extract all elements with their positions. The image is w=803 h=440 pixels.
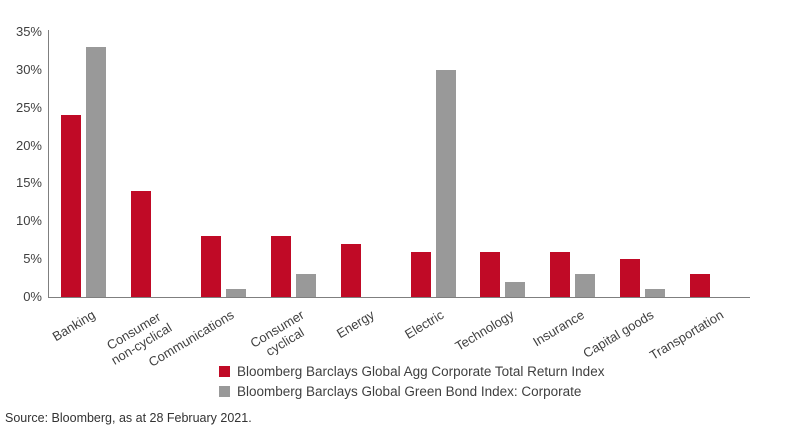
bar-agg-corporate-consumer-non-cyclical (130, 191, 151, 297)
y-axis-tick-label-25pct: 25% (15, 99, 42, 115)
gray-square-legend-marker (219, 385, 230, 397)
bar-agg-corporate-banking (61, 115, 81, 297)
bar-agg-corporate-consumer-cyclical (270, 236, 291, 297)
x-axis-label-energy: Energy (333, 307, 377, 342)
y-axis-tick-label-20pct: 20% (15, 137, 42, 153)
bar-agg-corporate-transportation (690, 274, 711, 297)
bar-agg-corporate-communications (200, 236, 221, 297)
x-axis-label-capital-goods: Capital goods (580, 307, 657, 361)
bar-agg-corporate-electric (410, 251, 431, 297)
bar-green-bond-electric (435, 69, 456, 297)
x-axis-label-banking: Banking (49, 307, 98, 345)
x-axis-label-consumer-cyclical: Consumer cyclical (247, 307, 307, 359)
bar-green-bond-insurance (575, 274, 596, 297)
x-axis-label-electric: Electric (402, 307, 447, 342)
source-note: Source: Bloomberg, as at 28 February 202… (5, 411, 252, 425)
bar-green-bond-technology (505, 281, 526, 297)
x-axis-label-insurance: Insurance (529, 307, 587, 350)
x-axis-line (48, 297, 750, 298)
y-axis-tick-label-35pct: 35% (15, 24, 42, 39)
x-axis-label-technology: Technology (452, 307, 517, 354)
legend-label-green-bond: Bloomberg Barclays Global Green Bond Ind… (237, 383, 582, 399)
x-axis-label-transportation: Transportation (647, 307, 727, 363)
y-axis-line (48, 30, 49, 298)
bar-green-bond-capital-goods (645, 289, 666, 297)
legend-item-green-bond: Bloomberg Barclays Global Green Bond Ind… (219, 381, 604, 401)
legend-label-agg-corporate: Bloomberg Barclays Global Agg Corporate … (237, 363, 605, 379)
y-axis-tick-label-0pct: 0% (23, 289, 42, 304)
bar-green-bond-banking (86, 47, 106, 297)
bar-agg-corporate-technology (480, 251, 501, 297)
bar-green-bond-consumer-cyclical (295, 274, 316, 297)
bar-green-bond-communications (225, 289, 246, 297)
y-axis-tick-label-15pct: 15% (15, 175, 42, 191)
y-axis-tick-label-30pct: 30% (15, 61, 42, 77)
bar-agg-corporate-energy (340, 244, 361, 297)
y-axis-tick-label-5pct: 5% (23, 251, 42, 267)
legend: Bloomberg Barclays Global Agg Corporate … (219, 361, 604, 401)
legend-item-agg-corporate: Bloomberg Barclays Global Agg Corporate … (219, 361, 604, 381)
bar-agg-corporate-capital-goods (620, 259, 641, 297)
red-square-legend-marker (219, 365, 230, 377)
bar-agg-corporate-insurance (550, 251, 571, 297)
y-axis-tick-label-10pct: 10% (15, 213, 42, 229)
